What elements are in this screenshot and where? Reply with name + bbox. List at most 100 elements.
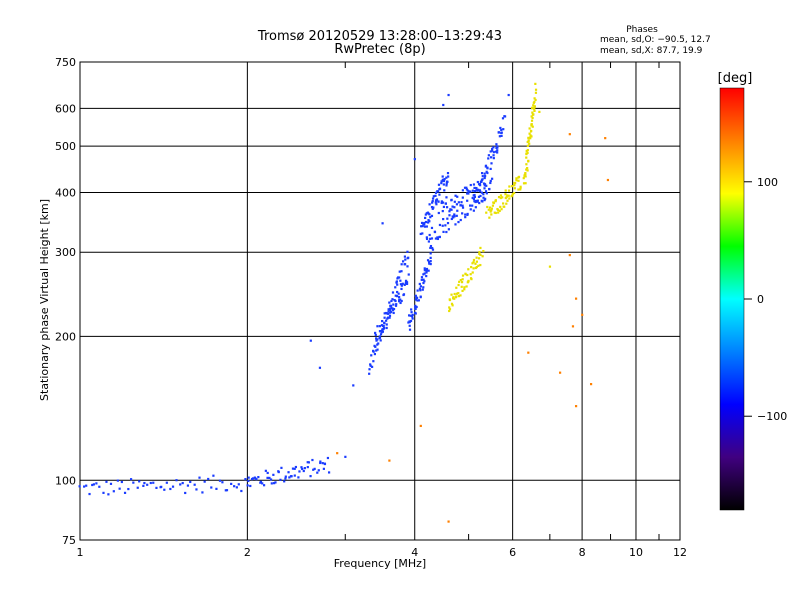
data-point xyxy=(109,482,113,485)
data-point xyxy=(440,182,443,185)
data-point xyxy=(528,132,531,135)
data-point xyxy=(485,192,488,195)
data-point xyxy=(528,127,531,130)
data-point xyxy=(454,223,457,226)
data-point xyxy=(448,308,452,311)
data-point xyxy=(413,158,416,161)
data-point xyxy=(456,195,459,198)
data-point xyxy=(455,286,458,289)
data-point xyxy=(497,131,500,134)
data-point xyxy=(123,491,127,494)
data-point xyxy=(390,299,393,303)
data-point xyxy=(425,236,428,239)
data-point xyxy=(428,220,431,223)
data-point xyxy=(492,154,495,157)
data-point xyxy=(471,271,474,274)
data-point xyxy=(491,204,495,207)
data-point xyxy=(395,303,398,306)
data-point xyxy=(298,470,301,473)
data-point xyxy=(230,482,233,485)
data-point xyxy=(385,323,388,326)
data-point xyxy=(524,172,527,176)
data-point xyxy=(112,490,115,493)
x-tick-label: 4 xyxy=(411,546,418,559)
data-point xyxy=(474,200,477,203)
data-point xyxy=(391,298,394,301)
data-point xyxy=(369,364,372,367)
data-point xyxy=(423,221,426,225)
x-tick-label: 10 xyxy=(629,546,643,559)
data-point xyxy=(423,269,426,272)
data-point xyxy=(425,269,428,272)
data-point xyxy=(476,199,479,202)
data-point xyxy=(429,262,432,266)
data-point xyxy=(463,186,467,189)
data-point xyxy=(388,459,391,462)
data-point xyxy=(445,196,448,199)
data-point xyxy=(447,228,450,231)
data-point xyxy=(426,259,430,262)
data-point xyxy=(301,467,304,471)
data-point xyxy=(531,116,534,120)
data-point xyxy=(525,152,528,156)
data-point xyxy=(384,311,388,315)
data-point xyxy=(212,474,215,477)
data-point xyxy=(479,246,482,250)
data-point xyxy=(461,206,465,209)
data-point xyxy=(531,111,534,114)
data-point xyxy=(273,482,276,485)
data-point xyxy=(419,285,423,288)
data-point xyxy=(431,200,434,203)
data-point xyxy=(127,487,130,491)
data-point xyxy=(421,232,424,235)
data-point xyxy=(475,186,478,190)
y-tick-label: 600 xyxy=(55,102,76,115)
data-point xyxy=(442,183,445,186)
data-point xyxy=(447,175,450,178)
data-point xyxy=(175,479,178,482)
data-point xyxy=(525,168,528,171)
data-point xyxy=(481,178,484,181)
data-point xyxy=(442,103,445,107)
data-point xyxy=(533,108,536,111)
data-point xyxy=(488,206,492,209)
data-point xyxy=(548,265,552,268)
data-point xyxy=(474,262,477,265)
data-point xyxy=(450,199,453,202)
data-point xyxy=(488,187,491,191)
data-point xyxy=(507,189,511,192)
data-point xyxy=(423,267,426,270)
data-point xyxy=(478,250,481,254)
data-point xyxy=(381,329,384,332)
data-point xyxy=(525,156,528,159)
data-points xyxy=(78,82,610,523)
colorbar-tick-label: 0 xyxy=(757,293,764,306)
data-point xyxy=(472,209,475,212)
data-point xyxy=(408,320,411,324)
data-point xyxy=(318,366,322,369)
data-point xyxy=(529,130,533,133)
data-point xyxy=(218,479,222,482)
data-point xyxy=(482,193,485,196)
data-point xyxy=(434,191,438,194)
data-point xyxy=(184,491,187,495)
data-point xyxy=(429,216,432,219)
data-point xyxy=(88,492,91,496)
data-point xyxy=(504,189,507,192)
data-point xyxy=(475,256,478,259)
data-point xyxy=(421,288,424,291)
data-point xyxy=(437,200,440,203)
data-point xyxy=(169,487,172,491)
data-point xyxy=(431,197,435,200)
data-point xyxy=(418,287,422,290)
data-point xyxy=(427,219,430,222)
data-point xyxy=(514,182,517,185)
data-point xyxy=(116,479,119,482)
data-point xyxy=(311,458,314,462)
data-point xyxy=(434,201,437,204)
data-point xyxy=(247,476,250,479)
data-point xyxy=(428,233,431,237)
data-point xyxy=(530,119,534,122)
data-point xyxy=(373,344,376,347)
data-point xyxy=(434,237,438,240)
